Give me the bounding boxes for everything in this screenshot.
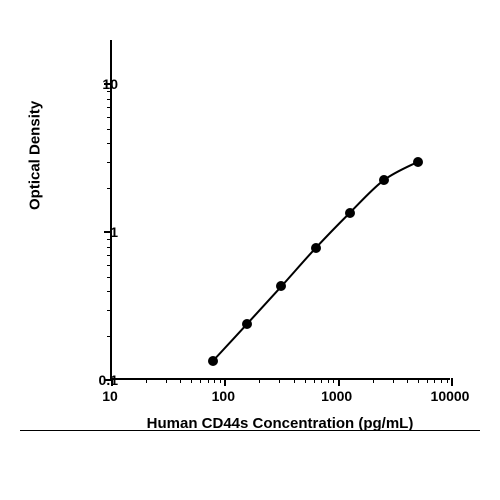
x-tick-label: 10 bbox=[102, 388, 118, 404]
x-tick-minor bbox=[208, 378, 209, 383]
x-tick-minor bbox=[407, 378, 408, 383]
x-tick-minor bbox=[418, 378, 419, 383]
x-tick-minor bbox=[146, 378, 147, 383]
x-tick-minor bbox=[333, 378, 334, 383]
x-tick-minor bbox=[305, 378, 306, 383]
y-tick-minor bbox=[107, 117, 112, 118]
x-tick-minor bbox=[321, 378, 322, 383]
y-tick-minor bbox=[107, 291, 112, 292]
y-axis-label: Optical Density bbox=[27, 101, 44, 210]
y-tick-minor bbox=[107, 310, 112, 311]
y-tick-minor bbox=[107, 129, 112, 130]
y-tick-label: 0.1 bbox=[99, 372, 118, 388]
y-tick-minor bbox=[107, 107, 112, 108]
x-tick bbox=[338, 378, 340, 386]
x-tick-minor bbox=[447, 378, 448, 383]
x-tick bbox=[451, 378, 453, 386]
y-tick-minor bbox=[107, 255, 112, 256]
x-tick-minor bbox=[441, 378, 442, 383]
chart-container: Optical Density Human CD44s Concentratio… bbox=[30, 30, 470, 470]
y-tick-minor bbox=[107, 99, 112, 100]
x-tick-minor bbox=[166, 378, 167, 383]
data-point bbox=[345, 208, 355, 218]
data-point bbox=[311, 243, 321, 253]
x-tick-minor bbox=[259, 378, 260, 383]
x-tick-label: 100 bbox=[212, 388, 235, 404]
plot-area bbox=[110, 40, 450, 380]
x-tick-minor bbox=[180, 378, 181, 383]
x-tick-label: 10000 bbox=[431, 388, 470, 404]
x-tick-minor bbox=[294, 378, 295, 383]
x-tick-minor bbox=[200, 378, 201, 383]
x-tick-minor bbox=[434, 378, 435, 383]
x-tick-minor bbox=[427, 378, 428, 383]
y-tick-minor bbox=[107, 143, 112, 144]
data-point bbox=[413, 157, 423, 167]
x-tick-minor bbox=[373, 378, 374, 383]
y-tick-minor bbox=[107, 336, 112, 337]
y-tick-label: 1 bbox=[110, 224, 118, 240]
fitted-curve bbox=[112, 40, 450, 378]
x-tick bbox=[224, 378, 226, 386]
bottom-rule bbox=[20, 430, 480, 431]
y-tick-minor bbox=[107, 247, 112, 248]
x-tick-minor bbox=[191, 378, 192, 383]
data-point bbox=[242, 319, 252, 329]
y-tick-minor bbox=[107, 162, 112, 163]
x-tick-minor bbox=[314, 378, 315, 383]
x-tick-label: 1000 bbox=[321, 388, 352, 404]
x-tick-minor bbox=[328, 378, 329, 383]
y-tick-minor bbox=[107, 188, 112, 189]
x-tick-minor bbox=[393, 378, 394, 383]
data-point bbox=[379, 175, 389, 185]
x-tick-minor bbox=[214, 378, 215, 383]
data-point bbox=[276, 281, 286, 291]
y-tick-minor bbox=[107, 265, 112, 266]
y-tick-label: 10 bbox=[102, 76, 118, 92]
y-tick-minor bbox=[107, 277, 112, 278]
x-tick-minor bbox=[220, 378, 221, 383]
x-tick-minor bbox=[279, 378, 280, 383]
data-point bbox=[208, 356, 218, 366]
